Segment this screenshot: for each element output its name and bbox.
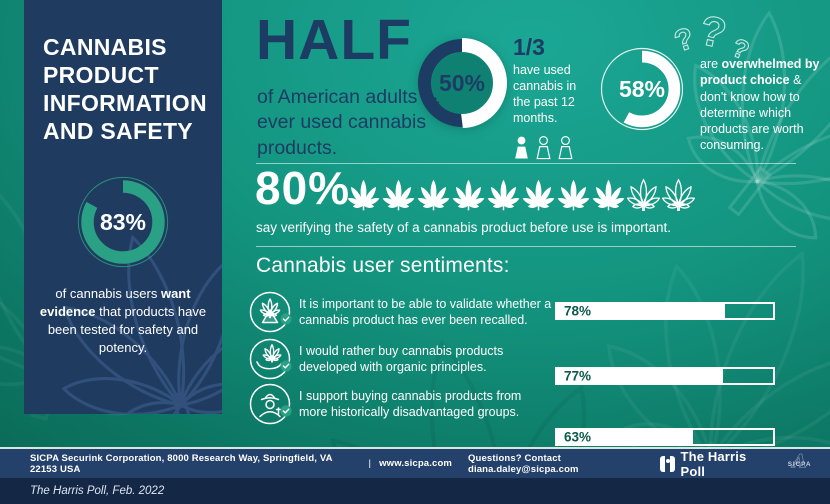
person-pictograph [513,134,587,161]
sentiment-bar-fill [557,304,726,318]
farmer-check-icon [248,381,294,427]
overwhelmed-donut-value: 58% [618,75,666,102]
sentiment-bar-fill [557,369,724,383]
svg-text:?: ? [696,6,731,57]
question-marks-icon: ? ? ? [663,4,763,66]
sicpa-logo: A SICPA [788,452,812,473]
footer-contact: Questions? Contact diana.daley@sicpa.com [468,452,579,475]
person-icon [515,136,528,159]
half-subhead: of American adults have ever used cannab… [257,86,466,159]
sentiment-text: I support buying cannabis products from … [299,389,522,420]
one-third-fraction: 1/3 [513,34,545,60]
footer-address: SICPA Securink Corporation, 8000 Researc… [30,452,333,475]
harris-poll-logo-text: The Harris Poll [680,448,747,479]
footer-website: www.sicpa.com [379,458,452,469]
one-third-text: have used cannabis in the past 12 months… [513,63,577,125]
footer-bar: SICPA Securink Corporation, 8000 Researc… [0,448,830,479]
hand-holding-leaf-check-icon [248,336,294,382]
footer-pipe: | [368,458,372,469]
sentiment-bar-value: 77% [564,368,592,384]
half-headline: HALF [256,8,412,72]
source-note: The Harris Poll, Feb. 2022 [30,485,165,497]
leaf-recall-check-icon [248,289,294,335]
footer-separator [0,447,830,449]
source-bar: The Harris Poll, Feb. 2022 [0,478,830,504]
svg-text:A: A [790,452,806,473]
sentiment-bar: 77% [555,367,775,385]
sentiment-bar-value: 63% [564,429,592,445]
verify-stat-caption: say verifying the safety of a cannabis p… [256,220,671,235]
cannabis-leaf-icon [592,179,625,211]
cannabis-leaf-icon [522,179,555,211]
person-icon [558,135,573,159]
cannabis-leaf-icon [662,179,695,211]
section-divider [256,246,796,247]
cannabis-leaf-icon [417,179,450,211]
sentiment-bar-fill [557,430,694,444]
evidence-donut-value: 83% [99,208,147,235]
sentiment-bar-value: 78% [564,303,592,319]
overwhelmed-caption: are overwhelmed by product choice & don'… [700,57,820,153]
sentiments-heading: Cannabis user sentiments: [256,254,510,277]
cannabis-leaf-icon [347,179,380,211]
section-divider [256,163,796,164]
evidence-donut-arc [81,180,165,264]
cannabis-leaf-icon [627,179,660,211]
overwhelmed-caption-bold: overwhelmed by product choice [700,57,820,88]
cannabis-leaf-icon [452,179,485,211]
half-donut-value: 50% [438,69,486,96]
cannabis-leaf-icon [382,179,415,211]
sidebar-panel: CANNABIS PRODUCT INFORMATION AND SAFETY … [24,0,222,414]
harris-poll-logo-icon [659,455,675,472]
one-third-stat: 1/3 have used cannabis in the past 12 mo… [513,36,587,161]
infographic-title: CANNABIS PRODUCT INFORMATION AND SAFETY [43,34,207,145]
evidence-donut-chart: 83% [75,174,171,270]
sentiment-text: It is important to be able to validate w… [299,297,552,328]
cannabis-leaf-icon [557,179,590,211]
leaf-pictograph [347,172,695,214]
cannabis-leaf-icon [487,179,520,211]
evidence-caption: of cannabis users want evidence that pro… [39,286,207,355]
half-donut-arc [417,38,507,128]
harris-poll-logo: The Harris Poll [659,448,767,479]
sentiment-text: I would rather buy cannabis products dev… [299,344,504,375]
svg-text:SICPA: SICPA [788,460,812,467]
overwhelmed-donut-chart: 58% [597,44,687,134]
evidence-caption-bold: want evidence [39,286,191,320]
half-donut-chart: 50% [412,33,512,133]
person-icon [536,135,551,159]
sentiment-bar: 78% [555,302,775,320]
sentiment-bar: 63% [555,428,775,446]
overwhelmed-donut-arc [603,50,681,128]
footer-logos: The Harris Poll A SICPA [659,448,816,479]
verify-stat-value: 80% [255,162,351,214]
